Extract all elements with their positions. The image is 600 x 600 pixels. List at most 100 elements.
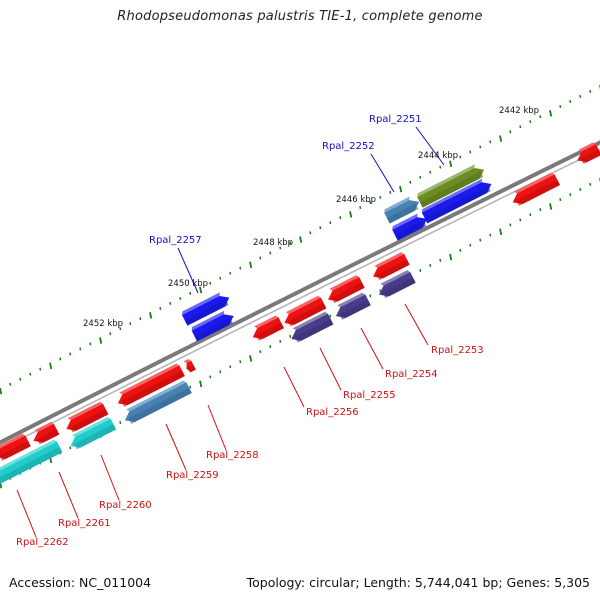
outer-tick: [169, 302, 172, 305]
outer-tick: [499, 135, 503, 142]
outer-tick: [189, 291, 192, 295]
gene-feature-Rpal_2256-shade: [294, 319, 334, 343]
gene-label-Rpal_2259: Rpal_2259: [166, 470, 219, 481]
gene-label-Rpal_2258: Rpal_2258: [206, 450, 259, 461]
gene-feature-Rpal_2251b-shade: [424, 185, 491, 224]
outer-tick: [49, 362, 53, 370]
gene-label-Rpal_2260: Rpal_2260: [99, 500, 152, 511]
gene-feature-Rpal_2255a: [328, 275, 365, 304]
inner-tick: [569, 193, 572, 197]
gene-feature-small-red-shade: [187, 365, 196, 373]
outer-tick: [399, 185, 403, 193]
inner-tick: [69, 446, 72, 450]
inner-tick: [449, 253, 453, 261]
inner-tick: [539, 208, 542, 212]
kbp-label: 2450 kbp: [168, 279, 208, 289]
accession-text: Accession: NC_011004: [9, 575, 152, 590]
outer-tick: [369, 201, 372, 204]
gene-feature-Rpal_2253: [379, 270, 416, 299]
inner-tick: [419, 269, 422, 273]
inner-tick: [469, 243, 472, 247]
inner-tick: [259, 350, 262, 354]
outer-tick: [439, 165, 442, 169]
outer-tick: [79, 347, 82, 351]
inner-tick: [189, 385, 192, 389]
gene-feature-Rpal_2253-bevel: [380, 270, 411, 286]
gene-feature-Rpal_2261b: [0, 433, 31, 461]
inner-tick: [499, 228, 503, 236]
leader-Rpal_2262: [16, 489, 37, 538]
outer-tick: [479, 145, 482, 149]
gene-feature-small-red-bevel: [183, 358, 192, 364]
inner-tick: [119, 421, 122, 425]
leader-Rpal_2256: [283, 366, 305, 408]
gene-feature-fwd-blue-2-bevel: [191, 310, 225, 331]
gene-feature-fwd-blue-shade: [394, 220, 427, 241]
outer-tick: [59, 357, 62, 361]
gene-features: [0, 142, 600, 484]
outer-tick: [519, 125, 522, 129]
leader-Rpal_2251: [415, 126, 445, 166]
gene-feature-Rpal_2252: [384, 196, 420, 224]
outer-tick: [349, 211, 353, 218]
inner-tick: [529, 213, 532, 217]
outer-tick: [579, 94, 582, 98]
outer-tick: [339, 216, 342, 220]
outer-tick: [19, 377, 22, 381]
gene-feature-Rpal_2262: [0, 439, 63, 484]
outer-tick: [429, 170, 432, 174]
outer-tick: [319, 226, 322, 230]
outer-tick: [359, 206, 362, 210]
gene-label-Rpal_2252: Rpal_2252: [322, 141, 375, 152]
gene-feature-Rpal_2254-bevel: [374, 252, 405, 268]
gene-feature-Rpal_2262-bevel: [0, 439, 57, 471]
outer-tick: [549, 110, 553, 117]
gene-feature-Rpal_2255a-shade: [331, 282, 365, 304]
gene-feature-Rpal_2251-shade: [419, 171, 484, 208]
gene-label-Rpal_2256: Rpal_2256: [306, 407, 359, 418]
gene-label-Rpal_2251: Rpal_2251: [369, 114, 422, 125]
inner-tick: [379, 289, 382, 293]
gene-label-Rpal_2262: Rpal_2262: [16, 537, 69, 548]
leader-Rpal_2258: [207, 404, 227, 451]
gene-feature-Rpal_2260-bevel: [71, 417, 111, 437]
outer-tick: [419, 175, 422, 179]
gene-feature-Rpal_2256: [291, 311, 334, 343]
outer-tick: [139, 317, 142, 321]
leader-Rpal_2257: [177, 247, 199, 294]
gene-feature-Rpal_2255-bevel: [337, 292, 366, 308]
outer-tick: [179, 296, 182, 300]
gene-feature-fwd-blue-2-shade: [194, 317, 233, 342]
outer-tick: [129, 322, 132, 326]
outer-tick: [469, 150, 472, 154]
inner-tick: [559, 198, 562, 202]
gene-feature-Rpal_2260a: [66, 401, 109, 433]
inner-tick: [459, 248, 462, 252]
outer-tick: [279, 246, 282, 250]
outer-tick: [9, 382, 12, 386]
outer-tick: [329, 221, 332, 225]
outer-tick: [149, 312, 153, 319]
outer-tick: [29, 372, 32, 376]
gene-feature-Rpal_2251b: [421, 178, 492, 224]
gene-feature-fwd-blue-2: [191, 310, 234, 342]
label-leaders: [16, 126, 445, 538]
outer-tick: [119, 327, 122, 331]
outer-tick: [389, 190, 392, 194]
outer-tick: [159, 307, 162, 311]
gene-feature-Rpal_2251: [417, 164, 485, 208]
gene-feature-Rpal_2251b-bevel: [421, 178, 483, 213]
kbp-label: 2444 kbp: [418, 151, 458, 161]
outer-tick: [69, 352, 72, 356]
genome-backbone: [0, 140, 600, 451]
inner-tick: [209, 375, 212, 379]
leader-Rpal_2253: [404, 303, 429, 346]
gene-feature-Rpal_2255-shade: [339, 299, 371, 320]
gene-feature-Rpal_2262-shade: [0, 446, 63, 484]
inner-tick: [249, 355, 253, 362]
gene-feature-edge-red: [577, 142, 600, 164]
gene-feature-Rpal_2256b-shade: [256, 322, 284, 341]
inner-tick: [229, 365, 232, 369]
kbp-label: 2452 kbp: [83, 319, 123, 329]
inner-tick: [289, 334, 292, 338]
